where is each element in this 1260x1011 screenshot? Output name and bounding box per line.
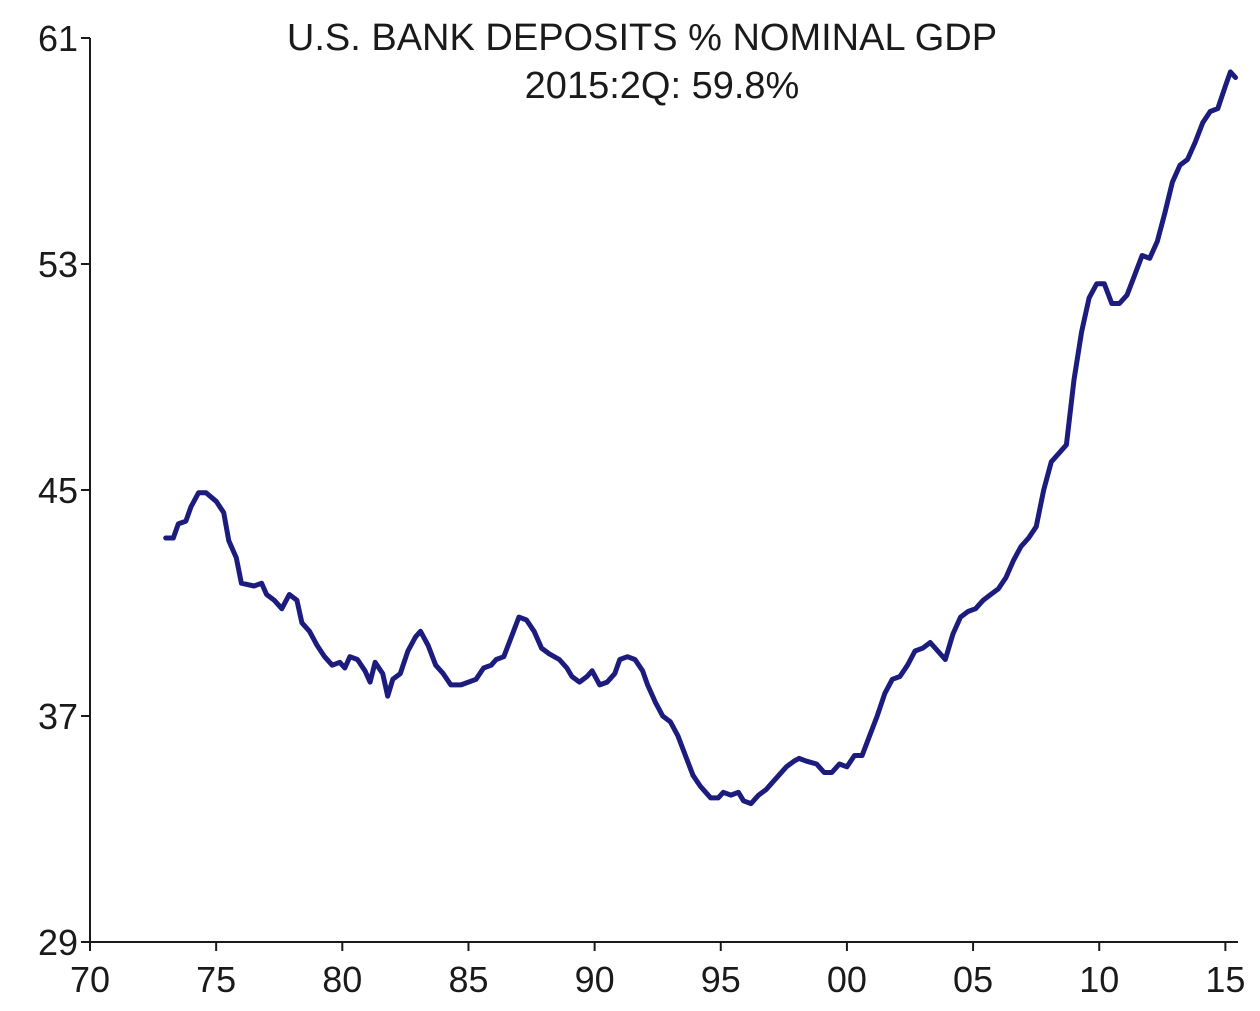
x-tick-label: 10: [1079, 959, 1119, 1000]
chart-title: U.S. BANK DEPOSITS % NOMINAL GDP: [287, 17, 997, 59]
y-tick-label: 45: [38, 470, 78, 511]
series-line: [163, 69, 1238, 807]
y-tick-label: 29: [38, 922, 78, 963]
x-axis-ticks: 70 75 80 85 90 95 00 05 10 15: [70, 942, 1245, 1000]
x-tick-label: 85: [448, 959, 488, 1000]
x-tick-label: 15: [1205, 959, 1245, 1000]
x-tick-label: 90: [575, 959, 615, 1000]
x-tick-label: 05: [953, 959, 993, 1000]
x-tick-label: 80: [322, 959, 362, 1000]
x-tick-label: 70: [70, 959, 110, 1000]
chart-subtitle: 2015:2Q: 59.8%: [525, 65, 800, 107]
y-tick-label: 37: [38, 696, 78, 737]
x-tick-label: 75: [196, 959, 236, 1000]
y-axis-ticks: 29 37 45 53 61: [38, 18, 90, 963]
series-layer: [163, 69, 1238, 807]
y-tick-label: 53: [38, 244, 78, 285]
y-tick-label: 61: [38, 18, 78, 59]
x-tick-label: 95: [701, 959, 741, 1000]
x-tick-label: 00: [827, 959, 867, 1000]
